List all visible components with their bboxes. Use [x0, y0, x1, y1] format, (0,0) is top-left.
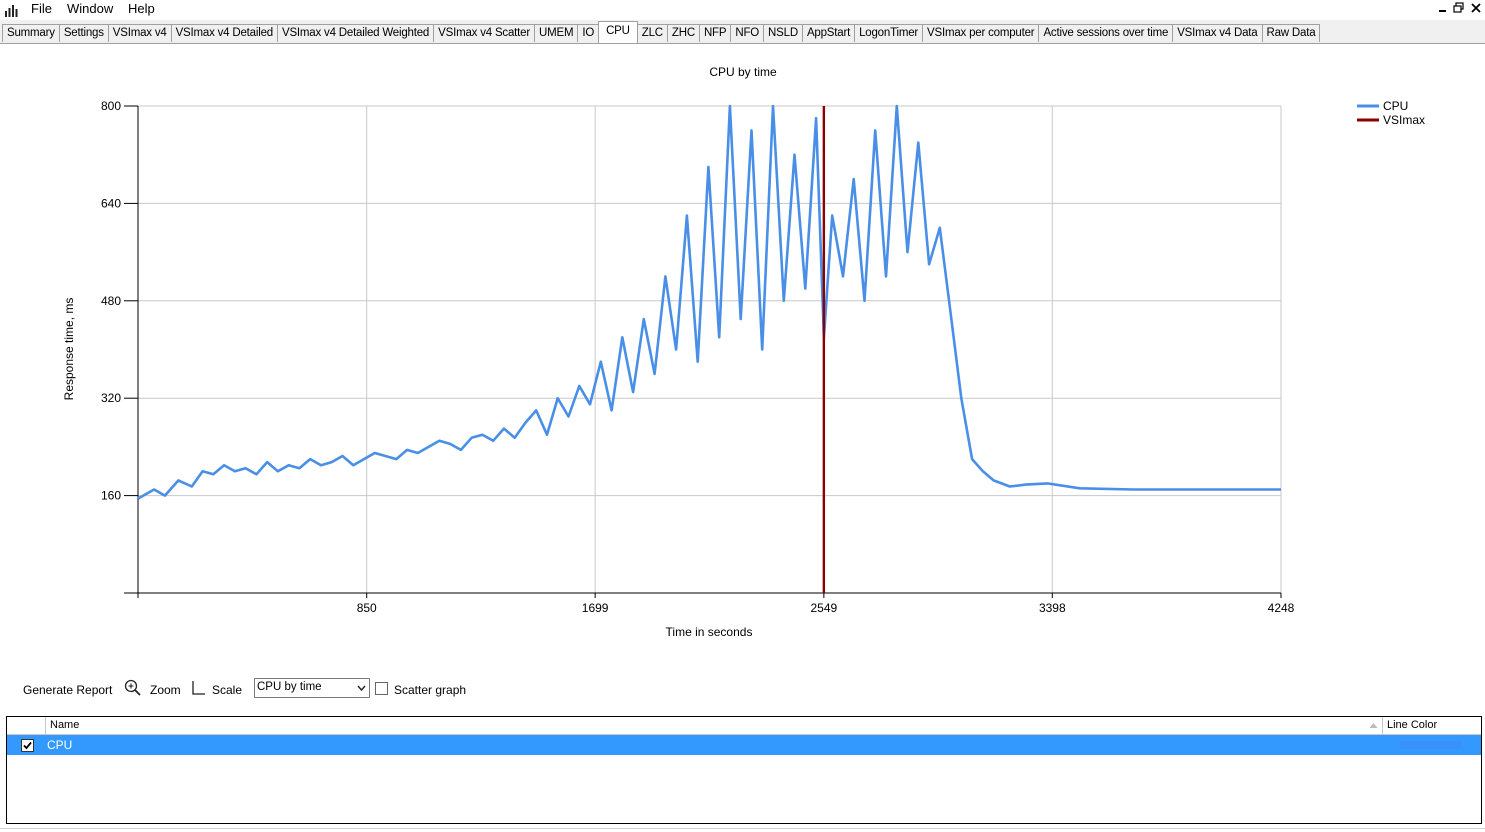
tab-appstart[interactable]: AppStart [801, 24, 856, 42]
y-tick-label: 640 [101, 196, 121, 210]
chart-type-select-value: CPU by time [257, 681, 322, 693]
x-tick-label: 1699 [582, 601, 609, 615]
chart-controls: Generate Report Zoom Scale CPU by time S… [0, 676, 1485, 704]
tab-vsimax-v4-detailed[interactable]: VSImax v4 Detailed [170, 24, 278, 42]
status-divider [0, 828, 1485, 829]
tab-nsld[interactable]: NSLD [763, 24, 803, 42]
menu-help[interactable]: Help [128, 1, 155, 16]
restore-window-icon[interactable] [1452, 1, 1466, 15]
tab-summary[interactable]: Summary [2, 24, 60, 42]
zoom-button[interactable]: Zoom [150, 683, 181, 697]
tab-vsimax-per-computer[interactable]: VSImax per computer [922, 24, 1040, 42]
y-tick-label: 480 [101, 294, 121, 308]
series-grid: Name Line Color CPU [6, 716, 1482, 824]
tab-vsimax-v4[interactable]: VSImax v4 [107, 24, 172, 42]
grid-header-name[interactable]: Name [46, 717, 1383, 734]
row-line-color-swatch[interactable] [1400, 741, 1462, 749]
checkmark-icon [23, 741, 32, 750]
grid-header-line-color[interactable]: Line Color [1383, 717, 1481, 734]
tab-list: Summary Settings VSImax v4 VSImax v4 Detail… [2, 21, 1321, 43]
menu-window[interactable]: Window [67, 1, 114, 16]
tab-vsimax-v4-scatter[interactable]: VSImax v4 Scatter [433, 24, 535, 42]
y-tick-label: 800 [101, 99, 121, 113]
cpu-chart: CPU by time 850 1699 2549 3398 4248 160 320 480 6… [62, 65, 1425, 639]
tab-strip: Summary Settings VSImax v4 VSImax v4 Detail… [0, 20, 1485, 44]
close-icon[interactable] [1469, 1, 1483, 15]
legend-label-cpu: CPU [1383, 99, 1408, 113]
y-axis-label: Response time, ms [62, 298, 76, 401]
tab-active-sessions-over-time[interactable]: Active sessions over time [1038, 24, 1174, 42]
tab-logontimer[interactable]: LogonTimer [854, 24, 924, 42]
scatter-graph-checkbox[interactable] [375, 682, 388, 695]
table-row[interactable]: CPU [7, 735, 1481, 755]
x-tick-label: 4248 [1268, 601, 1295, 615]
chart-title: CPU by time [709, 65, 777, 79]
tab-cpu[interactable]: CPU [598, 21, 638, 43]
tab-nfo[interactable]: NFO [730, 24, 765, 42]
x-axis-label: Time in seconds [666, 625, 753, 639]
tab-zlc[interactable]: ZLC [636, 24, 668, 42]
series-line-cpu [137, 104, 1281, 500]
menu-file[interactable]: File [31, 1, 52, 16]
tab-settings[interactable]: Settings [58, 24, 109, 42]
tab-vsimax-v4-data[interactable]: VSImax v4 Data [1172, 24, 1263, 42]
x-tick-label: 2549 [811, 601, 838, 615]
row-checkbox[interactable] [21, 739, 34, 752]
tab-umem[interactable]: UMEM [533, 24, 579, 42]
tab-raw-data[interactable]: Raw Data [1261, 24, 1321, 42]
zoom-icon[interactable] [124, 679, 142, 697]
tab-nfp[interactable]: NFP [698, 24, 732, 42]
tab-io[interactable]: IO [577, 24, 600, 42]
x-tick-label: 850 [357, 601, 377, 615]
chevron-down-icon [357, 685, 366, 692]
scale-icon[interactable] [191, 679, 207, 697]
tab-zhc[interactable]: ZHC [666, 24, 700, 42]
menu-bar: File Window Help [0, 0, 1485, 19]
legend-label-vsimax: VSImax [1383, 113, 1425, 127]
tab-vsimax-v4-detailed-weighted[interactable]: VSImax v4 Detailed Weighted [276, 24, 435, 42]
y-tick-label: 320 [101, 391, 121, 405]
grid-header-name-label: Name [50, 719, 80, 731]
grid-header-line-color-label: Line Color [1387, 719, 1438, 731]
row-name: CPU [47, 738, 73, 752]
generate-report-button[interactable]: Generate Report [23, 683, 113, 697]
bar-chart-icon [5, 5, 18, 17]
sort-arrow-icon [1369, 723, 1378, 728]
y-tick-label: 160 [101, 489, 121, 503]
chart-type-select[interactable]: CPU by time [254, 678, 370, 698]
x-tick-label: 3398 [1039, 601, 1066, 615]
grid-header: Name Line Color [7, 717, 1481, 735]
grid-header-check [7, 717, 46, 734]
minimize-icon[interactable] [1436, 1, 1450, 15]
scatter-graph-label: Scatter graph [394, 683, 467, 697]
scale-button[interactable]: Scale [212, 683, 243, 697]
